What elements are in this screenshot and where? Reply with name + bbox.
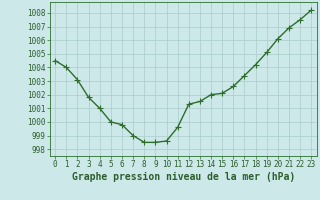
X-axis label: Graphe pression niveau de la mer (hPa): Graphe pression niveau de la mer (hPa)	[72, 172, 295, 182]
